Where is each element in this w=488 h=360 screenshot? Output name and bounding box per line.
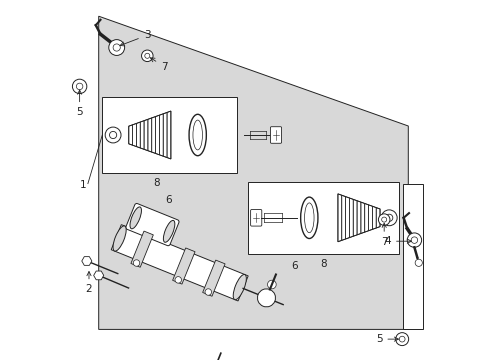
Text: 6: 6 (290, 261, 297, 271)
Circle shape (105, 127, 121, 143)
Circle shape (133, 260, 140, 266)
Bar (172, 248, 195, 284)
Circle shape (381, 210, 396, 226)
Bar (111, 225, 248, 301)
Ellipse shape (163, 220, 175, 242)
Circle shape (109, 131, 117, 139)
Text: 6: 6 (165, 195, 172, 205)
Polygon shape (94, 271, 103, 280)
Circle shape (381, 217, 386, 222)
Circle shape (399, 336, 404, 342)
Text: 7: 7 (150, 58, 167, 72)
Circle shape (414, 259, 422, 266)
Text: 5: 5 (76, 90, 83, 117)
Circle shape (257, 289, 275, 307)
Circle shape (378, 214, 389, 225)
Circle shape (407, 233, 421, 247)
Ellipse shape (130, 207, 141, 229)
Polygon shape (81, 257, 92, 265)
Bar (131, 231, 153, 267)
Text: 5: 5 (375, 334, 398, 344)
Polygon shape (402, 184, 422, 329)
Circle shape (395, 333, 408, 346)
Circle shape (385, 214, 392, 221)
Polygon shape (99, 16, 407, 329)
Text: 8: 8 (153, 178, 159, 188)
Ellipse shape (113, 226, 126, 251)
Circle shape (144, 53, 149, 58)
FancyBboxPatch shape (250, 210, 261, 226)
Text: 7: 7 (380, 223, 386, 247)
Text: 4: 4 (384, 236, 410, 246)
Text: 3: 3 (120, 30, 150, 46)
Circle shape (76, 83, 82, 90)
Text: 2: 2 (85, 271, 92, 294)
FancyBboxPatch shape (125, 203, 179, 246)
Bar (202, 260, 224, 296)
Ellipse shape (233, 274, 246, 300)
Bar (247, 182, 399, 254)
Circle shape (267, 280, 276, 289)
Circle shape (410, 237, 417, 243)
Circle shape (108, 40, 124, 55)
Circle shape (113, 44, 120, 51)
Circle shape (72, 79, 87, 94)
FancyBboxPatch shape (270, 127, 281, 143)
Circle shape (141, 50, 153, 62)
Circle shape (204, 289, 211, 295)
Circle shape (175, 276, 181, 283)
Text: 1: 1 (80, 180, 86, 190)
Text: 8: 8 (320, 259, 326, 269)
Bar (102, 97, 237, 173)
